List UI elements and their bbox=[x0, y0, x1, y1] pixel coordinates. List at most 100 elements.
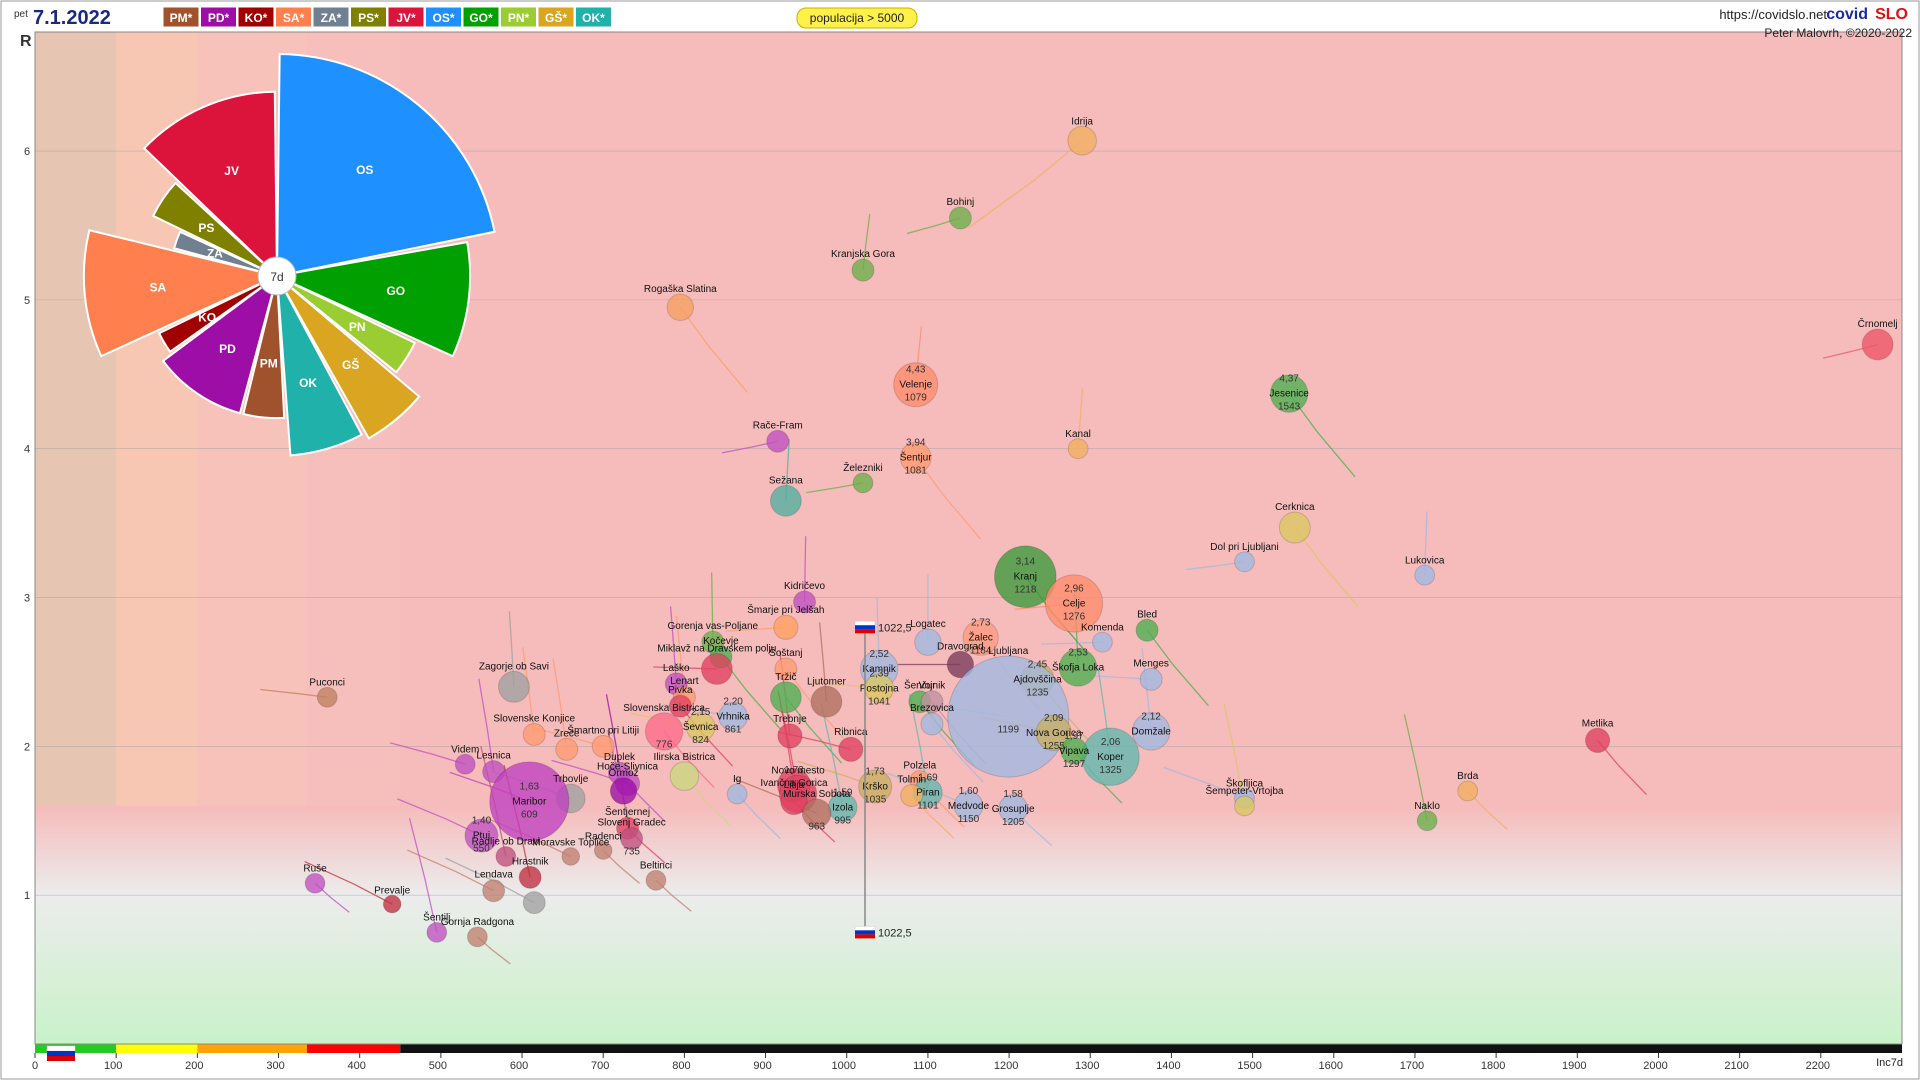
tick-label-x: 0 bbox=[32, 1060, 38, 1072]
point-label-Slovenj Gradec: Slovenj Gradec bbox=[597, 818, 665, 829]
party-chip-OK* bbox=[575, 6, 612, 28]
point-Ljubljana bbox=[947, 655, 1070, 778]
point-label-Ribnica: Ribnica bbox=[834, 727, 868, 738]
point-label-Dravograd: Dravograd bbox=[937, 641, 984, 652]
brand-covid: covid bbox=[1826, 6, 1868, 23]
pie-slice-KO bbox=[157, 275, 278, 354]
point-labels: Idrija Bohinj Kranjska Gora Rogaška Slatina… bbox=[303, 116, 1897, 928]
point-pop-Postojna: 1041 bbox=[868, 696, 891, 707]
point-pop-Šentjur: 1081 bbox=[905, 466, 928, 477]
point-label-Gornja Radgona: Gornja Radgona bbox=[441, 917, 515, 928]
point-Kidričevo bbox=[793, 590, 817, 614]
point-Naklo bbox=[1416, 810, 1438, 832]
point-value-Izola: 1,59 bbox=[833, 787, 853, 798]
point-Ptuj bbox=[464, 818, 499, 853]
trail-Bled bbox=[1146, 629, 1209, 707]
trail-Lesnica bbox=[478, 678, 495, 772]
point-label-Postojna: Postojna bbox=[860, 683, 899, 694]
threshold-strip-3 bbox=[197, 1044, 307, 1053]
point-label-Domžale: Domžale bbox=[1131, 726, 1171, 737]
point-Gornja Radgona bbox=[466, 926, 488, 948]
point-Nova Gorica bbox=[1035, 714, 1072, 752]
point-label-Komenda: Komenda bbox=[1081, 622, 1124, 633]
party-chip-JV* bbox=[387, 6, 425, 28]
point-label-Radlje ob Dravi: Radlje ob Dravi bbox=[472, 837, 540, 848]
point-label-Prevalje: Prevalje bbox=[374, 885, 411, 896]
point-label-Ilirska Bistrica: Ilirska Bistrica bbox=[654, 752, 716, 763]
point-Domžale bbox=[1131, 712, 1171, 751]
point-Ljutomer bbox=[810, 685, 843, 718]
point-label-Pivka: Pivka bbox=[668, 685, 693, 696]
point-pop-Ljubljana: 1199 bbox=[998, 725, 1020, 736]
point-pop-Murska Sobota: 963 bbox=[808, 821, 825, 832]
tick-label-y: 6 bbox=[24, 146, 30, 158]
point-Ivančna Gorica bbox=[780, 787, 808, 816]
point-pop-Piran: 1101 bbox=[917, 800, 939, 811]
point-label-Kranj: Kranj bbox=[1014, 572, 1037, 583]
pie-slice-PD bbox=[161, 273, 279, 415]
pie-label-SA: SA bbox=[149, 280, 166, 294]
trail-Izola bbox=[820, 702, 844, 808]
point-value-Piran: 1,69 bbox=[918, 772, 938, 783]
point-pop-Ajdovščina: 1235 bbox=[1026, 687, 1049, 698]
trail-Laško bbox=[669, 606, 677, 684]
filter-badge bbox=[796, 7, 918, 29]
trail-Šentjur bbox=[915, 457, 982, 540]
point-label-Menges: Menges bbox=[1133, 658, 1169, 669]
point-value-Vipava: 1,97 bbox=[1064, 731, 1084, 742]
point-Šoštanj bbox=[774, 657, 798, 681]
brand-slo: SLO bbox=[1875, 6, 1908, 23]
point-Bled bbox=[1135, 618, 1159, 642]
point-label-Rače-Fram: Rače-Fram bbox=[753, 420, 803, 431]
incidence-band-1 bbox=[35, 32, 117, 806]
party-chip-GO* bbox=[462, 6, 500, 28]
point-pop-Izola: 995 bbox=[834, 815, 851, 826]
point-label-Trebnje: Trebnje bbox=[773, 714, 807, 725]
point-label-Škofja Loka: Škofja Loka bbox=[1052, 660, 1105, 673]
point-Ševnica bbox=[685, 712, 716, 742]
party-chip-PM* bbox=[162, 6, 200, 28]
point-pop-Jesenice: 1543 bbox=[1278, 402, 1301, 413]
tick-label-x: 900 bbox=[753, 1060, 771, 1072]
point-label-Kamnik: Kamnik bbox=[863, 664, 897, 675]
point-Puconci bbox=[316, 686, 338, 708]
pie-slice-OK bbox=[276, 275, 364, 457]
point-Grosuplje bbox=[998, 794, 1028, 824]
point-Vipava bbox=[1060, 737, 1088, 765]
site-url[interactable]: https://covidslo.net bbox=[1719, 7, 1827, 22]
point-label-Brezovica: Brezovica bbox=[910, 703, 954, 714]
party-chip-label-PN*: PN* bbox=[508, 11, 530, 25]
point-pop-Ševnica: 824 bbox=[692, 735, 709, 746]
pie-label-ZA: ZA bbox=[207, 247, 223, 261]
point-label-Ljutomer: Ljutomer bbox=[807, 676, 847, 687]
tick-label-x: 1400 bbox=[1156, 1060, 1180, 1072]
point-Radlje ob Dravi bbox=[495, 846, 517, 867]
point-label-Jesenice: Jesenice bbox=[1269, 389, 1309, 400]
point-label-Šentjur: Šentjur bbox=[900, 451, 932, 464]
point-Črnomelj bbox=[1861, 328, 1894, 361]
party-chip-SA* bbox=[275, 6, 312, 28]
point-Ruše bbox=[304, 872, 326, 894]
tick-label-x: 1200 bbox=[994, 1060, 1018, 1072]
point-label-Šempeter-Vrtojba: Šempeter-Vrtojba bbox=[1205, 784, 1283, 797]
trail-Naklo bbox=[1403, 714, 1428, 821]
party-chip-label-PS*: PS* bbox=[358, 11, 379, 25]
pie-slice-JV bbox=[142, 90, 279, 279]
point-Bohinj bbox=[948, 206, 972, 230]
point-value-Ptuj: 1,40 bbox=[472, 816, 492, 827]
point-label-Idrija: Idrija bbox=[1071, 116, 1093, 127]
point-pop-Ptuj: 550 bbox=[473, 844, 490, 855]
point-label-Lukovica: Lukovica bbox=[1405, 555, 1445, 566]
tick-label-x: 800 bbox=[672, 1060, 690, 1072]
point-pop-Medvode: 1150 bbox=[958, 814, 980, 825]
pie-label-KO: KO bbox=[198, 310, 216, 324]
point-Miklavž na Dravskem polju bbox=[700, 653, 733, 685]
point-Železniki bbox=[852, 472, 874, 494]
point-Krško bbox=[858, 769, 893, 804]
point-pop-Slovenska Bistrica: 776 bbox=[656, 739, 673, 750]
point-Menges bbox=[1139, 667, 1163, 691]
tick-label-x: 700 bbox=[591, 1060, 609, 1072]
pie-slice-GŠ bbox=[276, 275, 421, 440]
point-label-Kočevje: Kočevje bbox=[703, 636, 739, 647]
pie-label-JV: JV bbox=[224, 164, 239, 178]
